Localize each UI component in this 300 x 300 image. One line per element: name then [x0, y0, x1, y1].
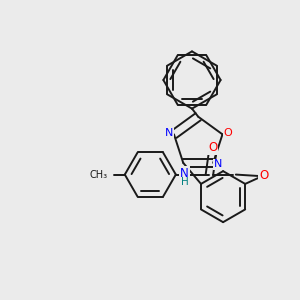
Text: N: N: [214, 159, 222, 170]
Text: O: O: [208, 141, 217, 154]
Text: H: H: [181, 177, 188, 187]
Text: O: O: [224, 128, 233, 138]
Text: O: O: [259, 169, 268, 182]
Text: N: N: [165, 128, 173, 138]
Text: CH₃: CH₃: [90, 169, 108, 180]
Text: N: N: [180, 167, 189, 180]
